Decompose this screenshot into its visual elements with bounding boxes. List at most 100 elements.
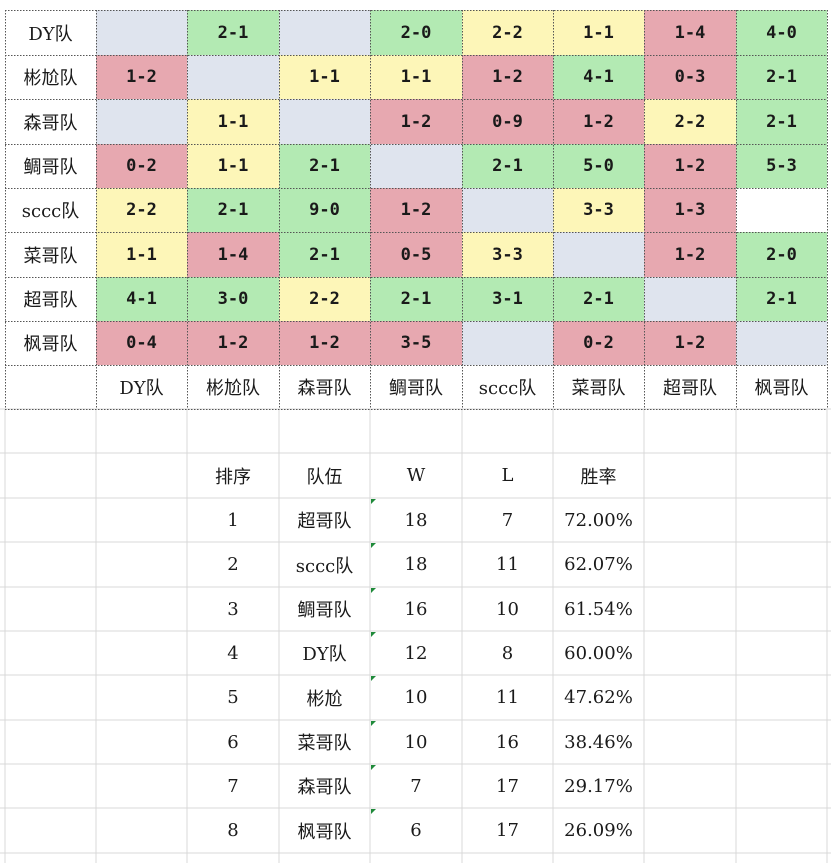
standings-cell: 10 — [496, 598, 519, 620]
standings-cell: 8 — [227, 820, 239, 841]
match-score-cell: 1-2 — [644, 321, 736, 365]
match-score-cell: 1-3 — [644, 188, 736, 232]
column-team-label: 菜哥队 — [571, 378, 626, 399]
standings-cell: 6 — [410, 820, 422, 841]
empty-match-cell — [370, 144, 462, 188]
row-team-label: DY队 — [28, 23, 73, 45]
standings-cell: 17 — [496, 820, 519, 841]
standings-cell: 7 — [227, 775, 239, 797]
standings-cell: 7 — [410, 775, 422, 797]
match-score-cell: 1-1 — [187, 144, 279, 188]
empty-match-cell — [736, 321, 827, 365]
standings-cell: 17 — [496, 775, 519, 797]
match-score-cell: 1-1 — [187, 99, 279, 144]
empty-match-cell — [279, 99, 370, 144]
column-team-label: 枫哥队 — [754, 378, 809, 399]
match-score-cell: 2-1 — [279, 232, 370, 277]
standings-cell: 超哥队 — [297, 511, 352, 532]
standings-cell: DY队 — [302, 644, 347, 665]
row-team-label: sccc队 — [21, 201, 80, 222]
match-score-cell: 1-4 — [644, 10, 736, 55]
match-score-cell: 0-9 — [462, 99, 553, 144]
cell-marker-icon — [371, 765, 376, 770]
empty-match-cell — [96, 99, 187, 144]
standings-header: 排序 — [215, 466, 251, 488]
match-score-cell: 1-4 — [187, 232, 279, 277]
standings-cell: 26.09% — [564, 820, 633, 841]
match-score-cell: 2-1 — [553, 277, 644, 321]
match-score-cell: 0-3 — [644, 55, 736, 99]
standings-cell: 3 — [227, 598, 239, 620]
row-team-label: 菜哥队 — [23, 245, 78, 267]
match-score-cell: 3-1 — [462, 277, 553, 321]
match-score-cell: 1-2 — [96, 55, 187, 99]
standings-cell: 枫哥队 — [297, 821, 352, 843]
match-score-cell: 2-1 — [736, 99, 827, 144]
cell-marker-icon — [371, 721, 376, 726]
standings-cell: 38.46% — [564, 731, 633, 753]
column-team-label: 鲷哥队 — [389, 378, 443, 399]
standings-cell: 4 — [227, 642, 239, 664]
standings-cell: 47.62% — [564, 687, 633, 708]
match-score-cell: 5-3 — [736, 144, 827, 188]
cell-marker-icon — [371, 499, 376, 504]
match-score-cell: 1-2 — [644, 144, 736, 188]
standings-cell: 12 — [404, 642, 428, 664]
match-score-cell: 2-1 — [187, 188, 279, 232]
standings-cell: 6 — [227, 731, 239, 753]
match-score-cell: 2-2 — [644, 99, 736, 144]
empty-match-cell — [462, 321, 553, 365]
standings-cell: 62.07% — [564, 554, 633, 575]
standings-cell: 16 — [404, 598, 428, 620]
match-score-cell: 2-1 — [279, 144, 370, 188]
column-team-label: 彬尬队 — [206, 378, 260, 399]
standings-cell: 彬尬 — [306, 688, 343, 710]
standings-cell: 18 — [404, 554, 428, 575]
match-score-cell: 2-0 — [370, 10, 462, 55]
standings-cell: 16 — [496, 731, 519, 753]
cell-marker-icon — [371, 588, 376, 593]
match-score-cell: 1-2 — [462, 55, 553, 99]
row-team-label: 超哥队 — [23, 290, 78, 311]
standings-header: L — [501, 465, 514, 486]
standings-cell: 7 — [501, 509, 514, 531]
match-score-cell: 2-0 — [736, 232, 827, 277]
standings-cell: 2 — [227, 554, 239, 575]
standings-cell: 72.00% — [564, 509, 633, 531]
standings-cell: 18 — [404, 509, 428, 531]
empty-match-cell — [279, 10, 370, 55]
standings-cell: 森哥队 — [297, 777, 352, 798]
match-score-cell: 9-0 — [279, 188, 370, 232]
match-score-cell: 2-2 — [279, 277, 370, 321]
row-team-label: 鲷哥队 — [23, 157, 78, 178]
standings-header: W — [406, 465, 426, 486]
match-score-cell: 4-1 — [96, 277, 187, 321]
match-score-cell: 0-2 — [553, 321, 644, 365]
match-score-cell: 2-1 — [187, 10, 279, 55]
column-team-label: DY队 — [119, 378, 164, 399]
match-score-cell: 2-1 — [736, 277, 827, 321]
match-score-cell: 1-2 — [279, 321, 370, 365]
match-score-cell: 2-1 — [736, 55, 827, 99]
match-score-cell: 4-1 — [553, 55, 644, 99]
match-score-cell: 2-2 — [462, 10, 553, 55]
row-team-label: 森哥队 — [23, 112, 78, 134]
empty-match-cell — [736, 188, 827, 232]
standings-cell: 1 — [227, 509, 239, 531]
standings-cell: 29.17% — [564, 775, 633, 797]
match-score-cell: 2-2 — [96, 188, 187, 232]
cell-marker-icon — [371, 543, 376, 548]
match-score-cell: 1-2 — [187, 321, 279, 365]
corner-cell — [5, 365, 96, 409]
empty-match-cell — [462, 188, 553, 232]
match-score-cell: 1-2 — [644, 232, 736, 277]
standings-header: 队伍 — [306, 466, 343, 488]
empty-match-cell — [96, 10, 187, 55]
standings-cell: 11 — [496, 687, 519, 708]
match-score-cell: 3-5 — [370, 321, 462, 365]
match-score-cell: 3-3 — [462, 232, 553, 277]
match-score-cell: 2-1 — [462, 144, 553, 188]
match-score-cell: 1-1 — [553, 10, 644, 55]
standings-cell: 鲷哥队 — [297, 600, 352, 621]
empty-match-cell — [553, 232, 644, 277]
